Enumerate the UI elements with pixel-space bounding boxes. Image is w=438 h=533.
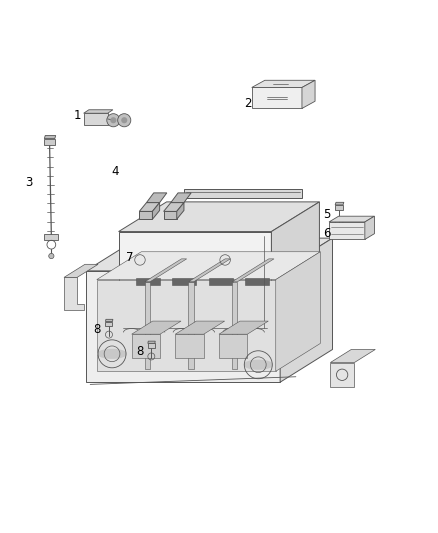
Polygon shape: [252, 87, 302, 108]
Polygon shape: [329, 216, 374, 222]
Polygon shape: [335, 203, 344, 205]
Text: 1: 1: [73, 109, 81, 123]
Circle shape: [121, 117, 127, 123]
Polygon shape: [148, 341, 155, 343]
Ellipse shape: [98, 350, 126, 358]
Polygon shape: [280, 238, 332, 382]
Circle shape: [49, 253, 54, 259]
Polygon shape: [84, 113, 108, 125]
Polygon shape: [139, 212, 152, 219]
Polygon shape: [132, 321, 181, 334]
Polygon shape: [152, 203, 159, 219]
Polygon shape: [97, 252, 320, 280]
Polygon shape: [119, 202, 319, 231]
Polygon shape: [86, 271, 280, 382]
Polygon shape: [139, 203, 159, 212]
Polygon shape: [132, 334, 160, 358]
Polygon shape: [252, 80, 315, 87]
Text: 5: 5: [324, 208, 331, 221]
Polygon shape: [44, 234, 58, 240]
Polygon shape: [208, 278, 233, 285]
Polygon shape: [147, 193, 167, 203]
Text: 3: 3: [25, 176, 33, 189]
Polygon shape: [175, 334, 204, 358]
Polygon shape: [272, 202, 319, 336]
Polygon shape: [335, 205, 343, 210]
Polygon shape: [171, 193, 191, 203]
Polygon shape: [172, 278, 196, 285]
Polygon shape: [64, 264, 98, 277]
Polygon shape: [219, 321, 268, 334]
Text: 8: 8: [93, 323, 100, 336]
Polygon shape: [184, 189, 302, 198]
Polygon shape: [302, 80, 315, 108]
Polygon shape: [44, 135, 56, 139]
Polygon shape: [330, 362, 354, 386]
Polygon shape: [175, 321, 225, 334]
Polygon shape: [106, 319, 113, 321]
Polygon shape: [219, 334, 247, 358]
Polygon shape: [245, 278, 269, 285]
Polygon shape: [44, 139, 55, 145]
Circle shape: [110, 117, 117, 123]
Polygon shape: [232, 282, 237, 369]
Polygon shape: [86, 238, 332, 271]
Polygon shape: [145, 282, 150, 369]
Ellipse shape: [244, 360, 272, 369]
Polygon shape: [330, 350, 375, 362]
Polygon shape: [84, 110, 113, 113]
Polygon shape: [164, 203, 184, 212]
Polygon shape: [329, 222, 365, 239]
Circle shape: [107, 114, 120, 127]
Polygon shape: [97, 280, 276, 372]
Polygon shape: [164, 212, 177, 219]
Polygon shape: [188, 259, 230, 282]
Polygon shape: [145, 259, 187, 282]
Polygon shape: [64, 277, 84, 310]
Text: 6: 6: [324, 227, 331, 240]
Text: 8: 8: [137, 345, 144, 358]
Text: 4: 4: [111, 165, 119, 178]
Polygon shape: [232, 259, 274, 282]
Polygon shape: [365, 216, 374, 239]
Polygon shape: [106, 321, 113, 326]
Polygon shape: [188, 282, 194, 369]
Polygon shape: [276, 252, 320, 372]
Text: 2: 2: [244, 97, 251, 110]
Text: 7: 7: [126, 251, 133, 264]
Polygon shape: [119, 231, 272, 336]
Polygon shape: [148, 343, 155, 348]
Circle shape: [118, 114, 131, 127]
Polygon shape: [177, 203, 184, 219]
Polygon shape: [136, 278, 160, 285]
